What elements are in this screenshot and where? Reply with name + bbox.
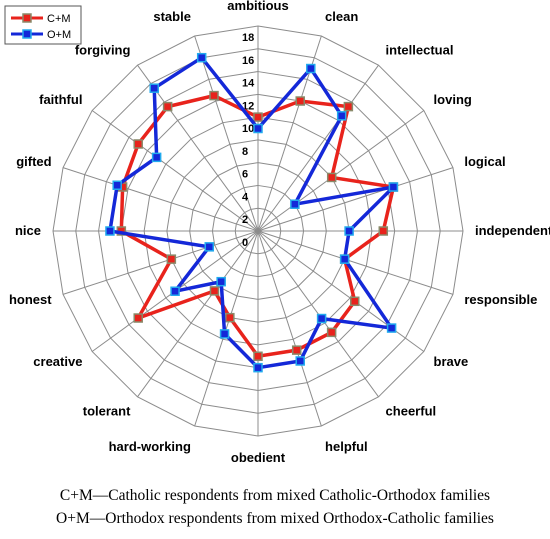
tick-label: 18 [242, 32, 254, 44]
data-point [162, 101, 173, 112]
data-point [295, 96, 305, 106]
category-label: obedient [231, 450, 286, 465]
data-point [253, 362, 263, 373]
data-point [336, 111, 347, 121]
data-point [105, 226, 115, 236]
tick-label: 14 [242, 78, 255, 90]
data-point [344, 226, 354, 236]
category-label: independent [475, 223, 550, 238]
tick-label: 0 [242, 237, 248, 249]
legend-box [4, 5, 82, 45]
spoke [91, 110, 259, 232]
data-point [216, 276, 226, 287]
category-label: cheerful [386, 403, 437, 418]
tick-label: 16 [242, 55, 254, 67]
category-label: creative [33, 354, 82, 369]
data-point [166, 254, 177, 264]
category-label: faithful [39, 92, 82, 107]
category-label: tolerant [83, 403, 131, 418]
data-point [225, 312, 235, 323]
category-label: loving [434, 92, 472, 107]
data-point [349, 296, 360, 307]
data-point [326, 327, 337, 338]
spoke [257, 64, 379, 232]
data-point [253, 351, 263, 362]
data-point [326, 172, 337, 183]
legend-marker-cm [22, 13, 32, 23]
spoke [257, 110, 425, 232]
spoke [137, 230, 259, 398]
data-point [306, 63, 316, 74]
caption-om: O+M—Orthodox respondents from mixed Orth… [56, 510, 494, 527]
category-label: clean [325, 9, 358, 24]
category-label: gifted [16, 154, 51, 169]
data-point [112, 180, 122, 190]
series-om [105, 52, 399, 373]
spoke [257, 230, 425, 352]
category-label: logical [464, 154, 505, 169]
data-point [378, 226, 389, 236]
data-point [133, 313, 143, 323]
category-label: responsible [464, 292, 537, 307]
tick-label: 2 [242, 214, 248, 226]
category-label: forgiving [75, 43, 131, 58]
tick-label: 10 [242, 123, 254, 135]
data-point [209, 90, 219, 101]
tick-label: 4 [242, 191, 249, 203]
legend-label-om: O+M [47, 29, 71, 41]
data-point [253, 112, 263, 122]
data-point [343, 101, 354, 112]
data-point [196, 52, 207, 63]
spoke [257, 167, 454, 232]
data-point [290, 199, 300, 209]
data-point [339, 254, 350, 264]
spoke [62, 167, 259, 232]
category-label: honest [9, 292, 52, 307]
data-point [204, 242, 215, 252]
legend-label-cm: C+M [47, 13, 71, 25]
data-point [219, 329, 230, 339]
category-label: nice [15, 223, 41, 238]
data-point [316, 313, 327, 324]
category-label: brave [434, 354, 469, 369]
data-point [149, 83, 159, 93]
category-label: stable [153, 9, 191, 24]
spoke [62, 230, 259, 295]
category-label: helpful [325, 439, 368, 454]
legend: C+M O+M [4, 5, 82, 45]
tick-label: 6 [242, 169, 248, 181]
spoke [257, 230, 454, 295]
data-point [388, 182, 399, 192]
category-label: hard-working [109, 439, 191, 454]
data-point [386, 323, 397, 333]
data-point [209, 286, 220, 296]
data-point [295, 356, 305, 366]
tick-label: 8 [242, 146, 248, 158]
data-point [291, 345, 302, 355]
category-label: intellectual [386, 43, 454, 58]
series-layer [105, 52, 399, 373]
data-point [151, 152, 162, 163]
data-point [133, 139, 143, 149]
legend-marker-om [22, 29, 32, 39]
spoke [257, 230, 322, 427]
category-labels: ambitious clean intellectual loving logical i… [9, 0, 550, 465]
spoke [194, 35, 259, 232]
category-label: ambitious [227, 0, 288, 13]
caption-cm: C+M—Catholic respondents from mixed Cath… [59, 487, 491, 504]
data-point [170, 286, 180, 296]
spoke [194, 230, 259, 427]
data-point [253, 123, 263, 134]
